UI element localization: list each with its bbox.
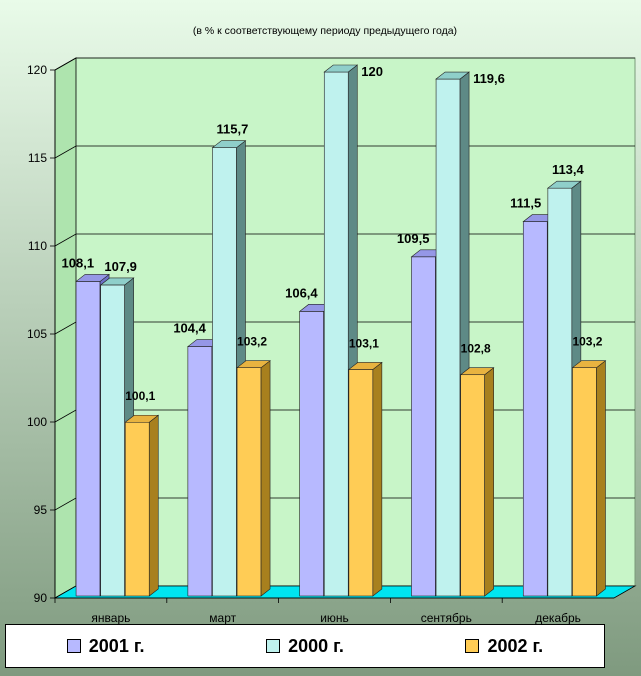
- legend-swatch-series-2: [465, 639, 480, 653]
- data-label: 102,8: [461, 342, 491, 356]
- data-label: 100,1: [125, 389, 155, 403]
- y-tick-label: 115: [28, 151, 47, 165]
- x-tick-label: декабрь: [535, 611, 581, 625]
- bar-side: [372, 361, 383, 597]
- bar-top: [75, 274, 110, 282]
- data-label: 103,2: [572, 335, 602, 349]
- data-label: 107,9: [104, 259, 137, 274]
- legend-swatch-series-1: [266, 639, 281, 653]
- bar-side: [148, 414, 159, 597]
- bar-front: [460, 374, 485, 597]
- legend: 2001 г. 2000 г. 2002 г.: [5, 624, 605, 668]
- legend-label-series-0: 2001 г.: [88, 635, 145, 656]
- chart-subtitle: (в % к соответствующему периоду предыдущ…: [193, 25, 457, 37]
- data-label: 111,5: [510, 196, 541, 211]
- bar-front: [212, 147, 237, 597]
- bar-front: [75, 281, 101, 597]
- bar-front: [572, 367, 597, 597]
- bar-side: [596, 360, 606, 597]
- y-tick-label: 120: [27, 63, 47, 77]
- bar-side: [484, 367, 494, 597]
- bar-front: [100, 284, 125, 597]
- y-tick-label: 105: [27, 327, 47, 341]
- bar-top: [435, 71, 470, 80]
- data-label: 115,7: [217, 122, 249, 137]
- bar-front: [323, 71, 349, 597]
- data-label: 113,4: [552, 162, 585, 177]
- bar-top: [99, 277, 135, 286]
- x-tick-label: сентябрь: [421, 611, 472, 625]
- data-label: 103,2: [237, 335, 267, 349]
- bar-front: [547, 187, 573, 597]
- bar-top: [347, 362, 383, 370]
- gridline: [54, 57, 635, 71]
- bar-side: [260, 360, 271, 597]
- bar-top: [571, 360, 607, 368]
- data-label: 103,1: [349, 336, 379, 350]
- bar-top: [211, 140, 247, 148]
- x-tick-label: март: [209, 611, 236, 625]
- y-tick-label: 110: [28, 239, 47, 253]
- legend-label-series-1: 2000 г.: [288, 635, 344, 656]
- bar-front: [348, 369, 374, 597]
- x-tick-label: январь: [91, 611, 130, 625]
- bar-front: [435, 78, 461, 597]
- data-label: 106,4: [285, 285, 318, 300]
- data-label: 109,5: [397, 231, 430, 246]
- bar-top: [323, 64, 359, 73]
- bar-front: [187, 346, 213, 597]
- legend-item-series-2: 2002 г.: [465, 636, 543, 657]
- data-label: 104,4: [173, 321, 206, 336]
- y-tick-label: 100: [27, 415, 47, 429]
- legend-swatch-series-0: [66, 639, 81, 653]
- legend-label-series-2: 2002 г.: [487, 635, 544, 656]
- bar-front: [411, 256, 436, 597]
- data-label: 120: [361, 64, 383, 79]
- plot-area: 90 95 100 105 110 115 120 январь 108,1 107,9 100,1…: [27, 57, 637, 625]
- bar-front: [124, 421, 150, 597]
- bar-front: [299, 311, 324, 597]
- x-tick-label: июнь: [320, 611, 349, 625]
- bar-top: [459, 367, 495, 376]
- y-tick-label: 90: [34, 591, 48, 605]
- data-label: 108,1: [62, 255, 95, 270]
- bar-top: [546, 180, 582, 189]
- bar-front: [236, 367, 262, 597]
- bar-front: [522, 221, 548, 597]
- bar-top: [124, 414, 160, 423]
- legend-item-series-0: 2001 г.: [66, 635, 145, 657]
- y-tick-label: 95: [34, 503, 48, 517]
- data-label: 119,6: [473, 71, 505, 86]
- legend-item-series-1: 2000 г.: [266, 636, 344, 657]
- bar-top: [236, 360, 271, 368]
